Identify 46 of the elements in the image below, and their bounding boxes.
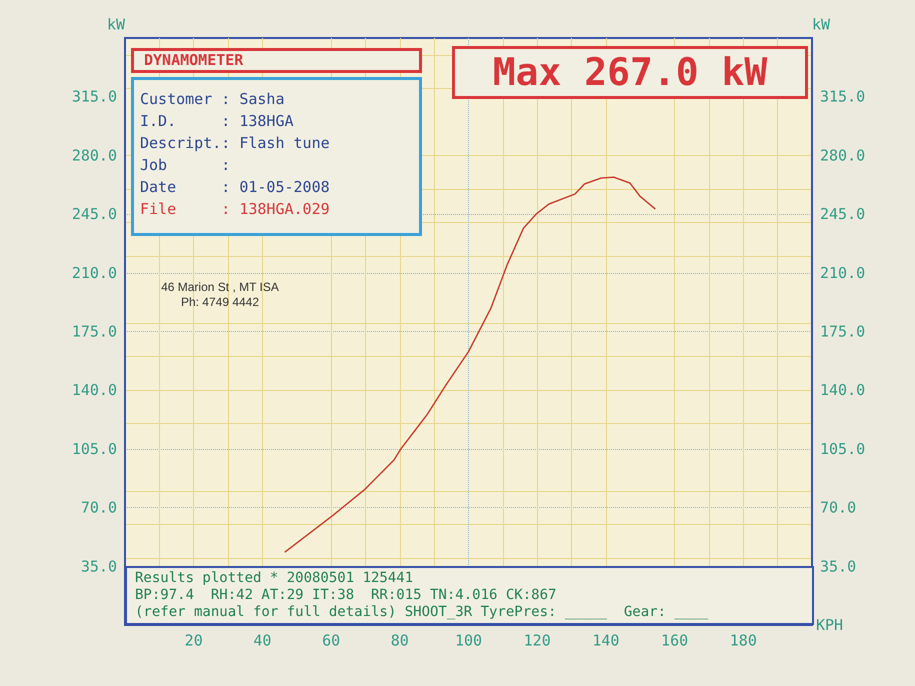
annotation: Results plotted * 20080501 125441 xyxy=(135,570,414,587)
heading-box: DYNAMOMETER xyxy=(131,48,422,73)
y2-tick-label: 280.0 xyxy=(820,146,866,164)
annotation: Max 267.0 kW xyxy=(492,49,768,95)
annotation: DYNAMOMETER xyxy=(144,51,244,70)
x-tick-label: 180 xyxy=(730,632,757,650)
x-tick-label: 20 xyxy=(184,632,203,650)
annotation: Descript.: Flash tune xyxy=(140,133,331,154)
annotation: I.D. : 138HGA xyxy=(140,111,295,132)
x-tick-label: 140 xyxy=(592,632,620,650)
y-tick-label: 70.0 xyxy=(80,498,117,517)
y2-tick-label: 245.0 xyxy=(820,205,866,224)
annotation: 46 Marion St , MT ISA xyxy=(160,280,280,295)
y-tick-label: 140.0 xyxy=(72,381,117,400)
y-tick-label: 315.0 xyxy=(72,88,117,106)
annotation: Date : 01-05-2008 xyxy=(140,177,331,198)
y-tick-label: 175.0 xyxy=(72,322,117,340)
max-box: Max 267.0 kW xyxy=(452,46,808,99)
y-tick-label: 245.0 xyxy=(72,205,117,224)
annotation: BP:97.4 RH:42 AT:29 IT:38 RR:015 TN:4.016 CK:867 xyxy=(135,587,558,604)
annotation: Customer : Sasha xyxy=(140,89,286,110)
x-axis-title: KPH xyxy=(816,616,844,634)
y2-tick-label: 105.0 xyxy=(820,440,866,458)
y2-tick-label: 140.0 xyxy=(820,381,866,400)
y2-tick-label: 210.0 xyxy=(820,264,866,282)
y-axis-title: kW xyxy=(106,16,126,34)
x-tick-label: 60 xyxy=(322,632,340,650)
y-tick-label: 280.0 xyxy=(72,146,117,164)
x-tick-label: 160 xyxy=(661,632,688,650)
y2-tick-label: 35.0 xyxy=(820,557,856,576)
footer-box: Results plotted * 20080501 125441 BP:97.4 RH:42 AT:29 IT:38 RR:015 TN:4.016 CK:867 (refer manual for full details) SHOOT_3R TyrePres: _____ Gear: ____ xyxy=(125,566,814,625)
y-tick-label: 35.0 xyxy=(80,557,117,576)
x-tick-label: 40 xyxy=(253,632,272,650)
annotation: Ph: 4749 4442 xyxy=(180,295,260,310)
x-tick-label: 80 xyxy=(390,632,409,650)
annotation: (refer manual for full details) SHOOT_3R TyrePres: _____ Gear: ____ xyxy=(135,604,710,621)
y-tick-label: 105.0 xyxy=(72,440,117,458)
y2-tick-label: 315.0 xyxy=(820,88,866,106)
y2-axis-title: kW xyxy=(812,16,832,34)
annotation: File : 138HGA.029 xyxy=(140,199,331,220)
y-tick-label: 210.0 xyxy=(72,264,117,282)
x-tick-label: 120 xyxy=(524,632,551,650)
y2-tick-label: 175.0 xyxy=(820,322,866,340)
annotation: Job : xyxy=(140,155,232,176)
y2-tick-label: 70.0 xyxy=(820,498,856,517)
x-tick-label: 100 xyxy=(454,632,482,650)
